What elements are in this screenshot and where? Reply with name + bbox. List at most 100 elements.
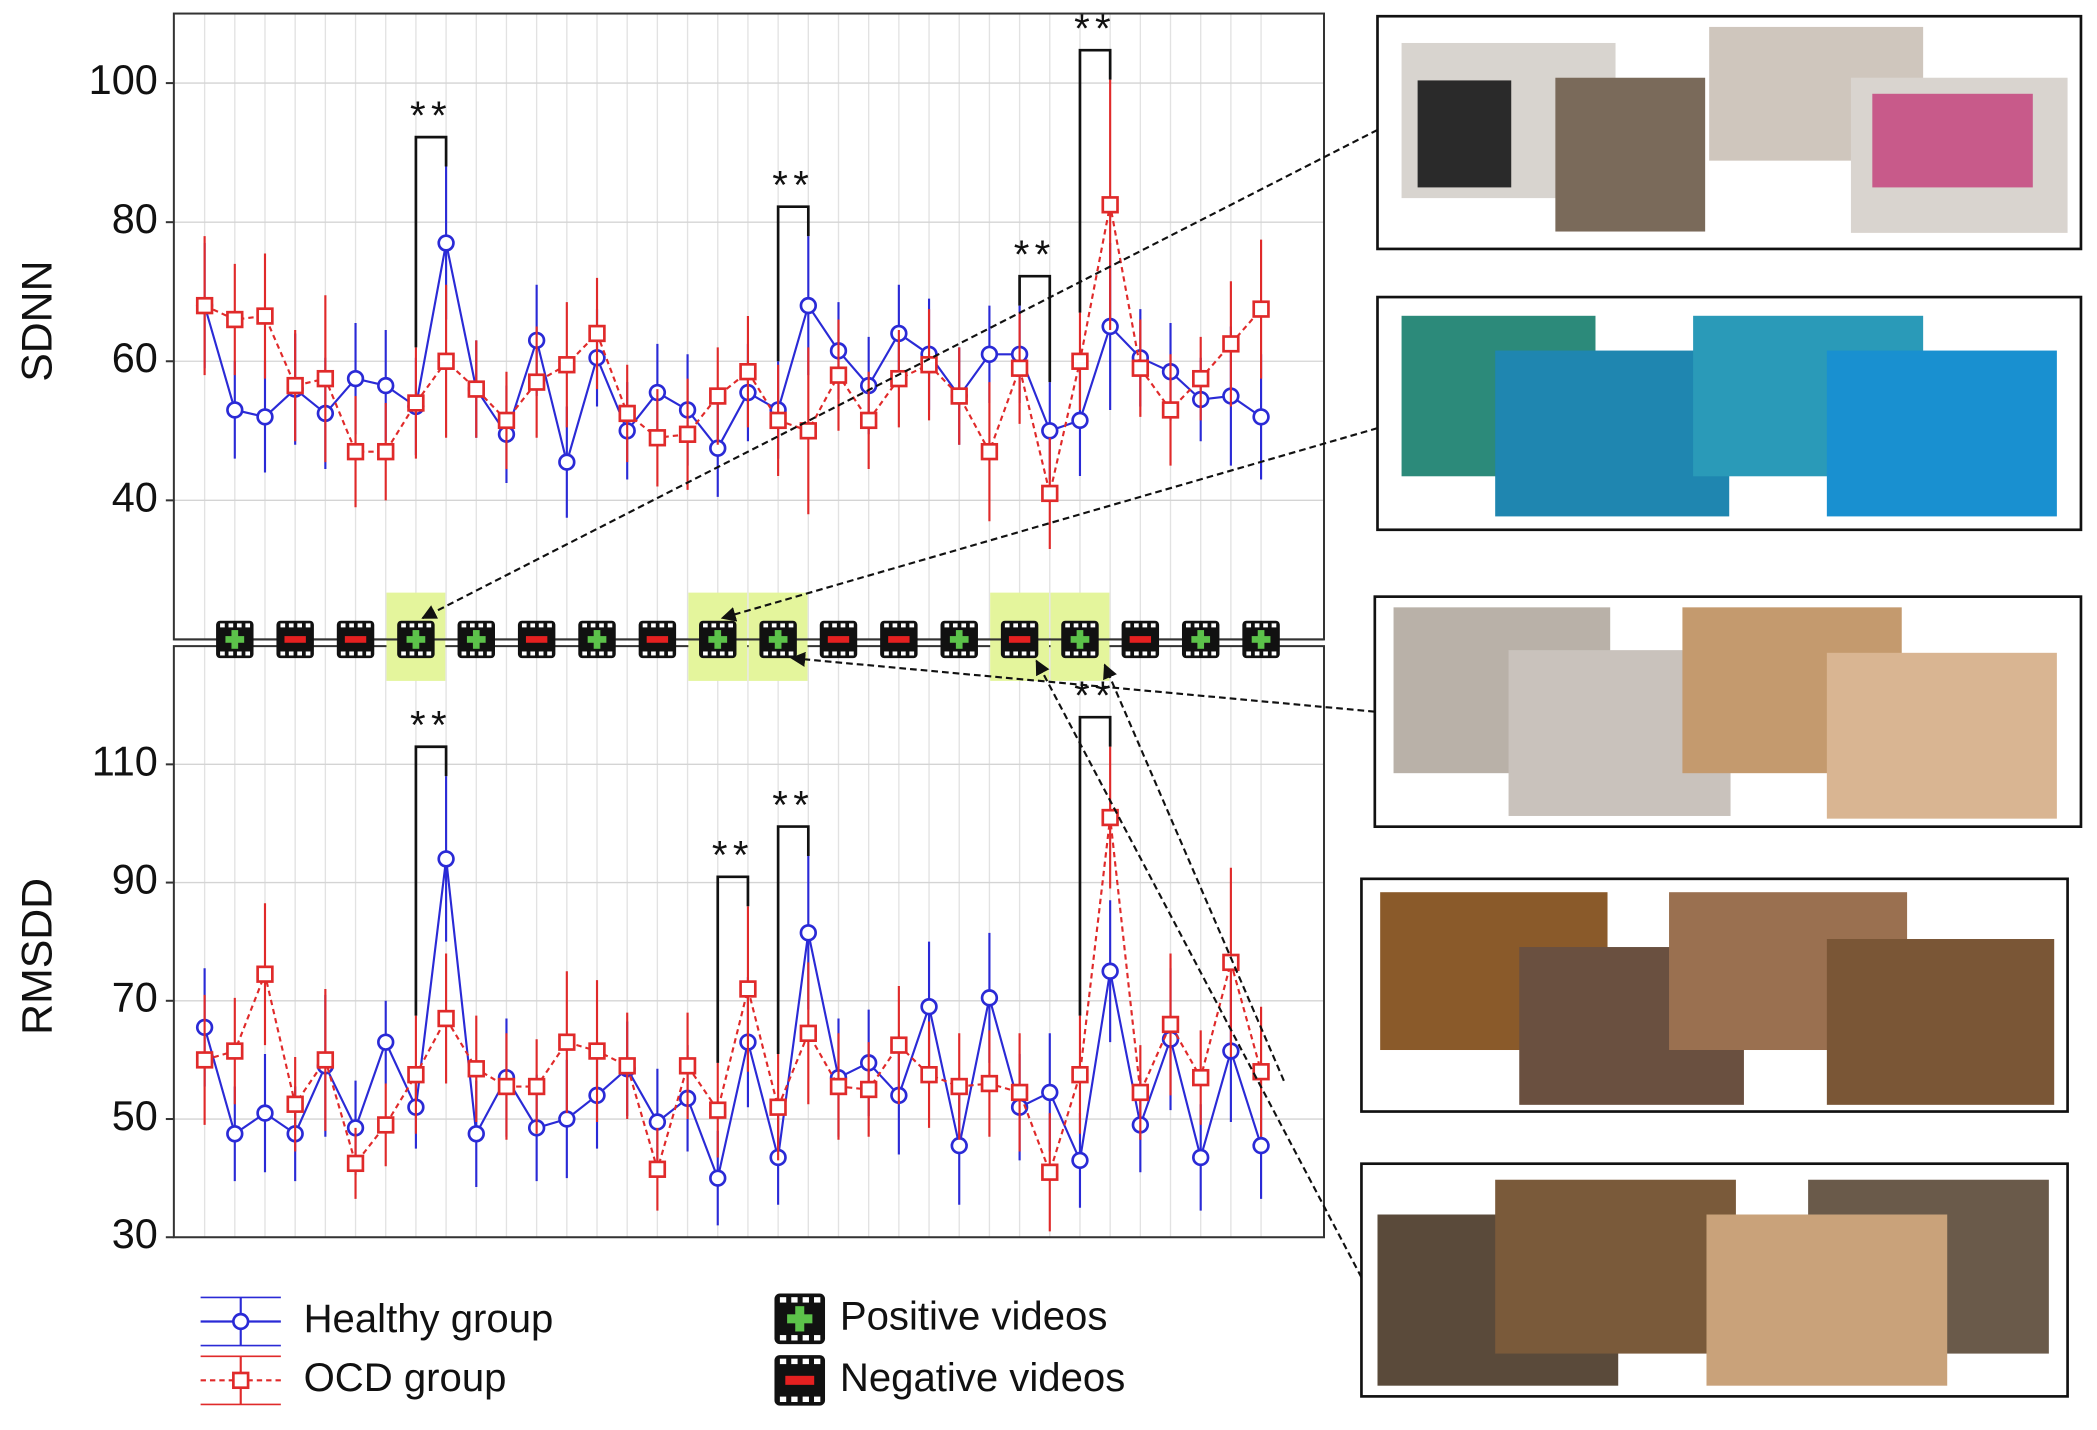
icon-hole — [1211, 623, 1216, 628]
icon-hole — [814, 1358, 821, 1365]
point — [1071, 352, 1089, 370]
icon-sign — [1191, 636, 1211, 643]
significance-label: ** — [772, 782, 814, 827]
significance: ** — [712, 833, 754, 1063]
point — [346, 369, 365, 388]
icon-hole — [1254, 623, 1260, 628]
legend-label: Positive videos — [840, 1293, 1108, 1338]
icon-hole — [1194, 623, 1200, 628]
pointer-arrows — [421, 128, 1378, 1278]
negative-video-icon — [1121, 620, 1160, 659]
significance: ** — [772, 163, 810, 362]
point — [527, 373, 546, 391]
icon-hole — [659, 623, 665, 628]
significance-bracket — [1018, 274, 1052, 383]
point — [950, 1136, 968, 1155]
point — [1101, 196, 1119, 214]
icon-hole — [349, 623, 354, 628]
icon-hole — [599, 651, 604, 656]
positive-video-icon — [1181, 620, 1220, 659]
icon-hole — [779, 1297, 787, 1303]
y-tick-label: 30 — [112, 1210, 158, 1257]
icon-hole — [944, 651, 950, 656]
icon-hole — [1150, 623, 1156, 628]
icon-hole — [952, 651, 958, 656]
icon-hole — [245, 623, 251, 628]
significance-bracket — [414, 745, 448, 1016]
point — [1101, 962, 1119, 980]
point — [1131, 1083, 1150, 1102]
point — [1071, 1151, 1089, 1170]
icon-hole — [401, 651, 406, 656]
point — [377, 1116, 395, 1134]
icon-hole — [245, 651, 251, 656]
significance-bracket — [414, 135, 448, 348]
icon-hole — [728, 623, 734, 628]
point — [1010, 1083, 1029, 1102]
point — [226, 1125, 244, 1143]
series — [195, 746, 1270, 1232]
icon-hole — [582, 623, 587, 628]
point — [437, 850, 455, 868]
frame — [1826, 652, 2057, 819]
icon-hole — [530, 651, 536, 656]
point — [558, 453, 576, 471]
point — [648, 429, 667, 447]
icon-hole — [340, 623, 346, 628]
point — [588, 324, 606, 343]
significance-bracket — [776, 825, 810, 1054]
icon-hole — [349, 651, 354, 656]
point — [1041, 1083, 1059, 1102]
point — [1041, 484, 1059, 503]
icon-hole — [814, 1335, 821, 1341]
significance: ** — [410, 93, 448, 348]
point — [920, 998, 938, 1016]
icon-hole — [305, 651, 311, 656]
significance-bracket — [1078, 48, 1112, 313]
point — [678, 1057, 697, 1075]
icon-hole — [1254, 651, 1260, 656]
icon-hole — [228, 651, 234, 656]
icon-hole — [791, 1396, 798, 1403]
negative-video-icon — [638, 620, 677, 659]
icon-hole — [461, 623, 467, 628]
point — [377, 376, 395, 395]
icon-hole — [802, 1297, 809, 1303]
point — [980, 442, 999, 461]
y-tick-label: 110 — [92, 737, 158, 784]
point — [618, 404, 636, 423]
negative-video-icon — [1000, 620, 1039, 659]
icon-hole — [802, 1396, 809, 1403]
icon-hole — [1082, 651, 1087, 656]
point — [256, 1104, 274, 1122]
icon-sign — [1008, 636, 1031, 643]
icon-hole — [969, 623, 975, 628]
icon-hole — [607, 651, 613, 656]
icon-sign — [787, 1314, 813, 1324]
point — [467, 1060, 485, 1078]
point — [920, 1065, 938, 1084]
point — [316, 1051, 335, 1069]
frame — [1872, 93, 2033, 188]
point — [346, 1154, 365, 1173]
icon-hole — [779, 1358, 787, 1365]
y-tick-label: 100 — [89, 56, 158, 103]
icon-hole — [667, 623, 673, 628]
icon-hole — [1013, 651, 1018, 656]
icon-hole — [944, 623, 950, 628]
point — [980, 989, 999, 1007]
plot: 40 60 80 100 SDNN ** ** ** ** — [13, 6, 1326, 641]
icon-hole — [297, 623, 302, 628]
icon-hole — [409, 651, 415, 656]
icon-hole — [297, 651, 302, 656]
icon-hole — [791, 1335, 798, 1341]
icon-hole — [719, 623, 725, 628]
point — [588, 1042, 606, 1060]
point — [195, 1051, 214, 1069]
significance-label: ** — [712, 833, 754, 878]
icon-hole — [478, 651, 484, 656]
positive-video-icon — [1242, 620, 1280, 659]
icon-hole — [607, 623, 613, 628]
icon-hole — [1202, 651, 1208, 656]
point — [1010, 359, 1029, 377]
